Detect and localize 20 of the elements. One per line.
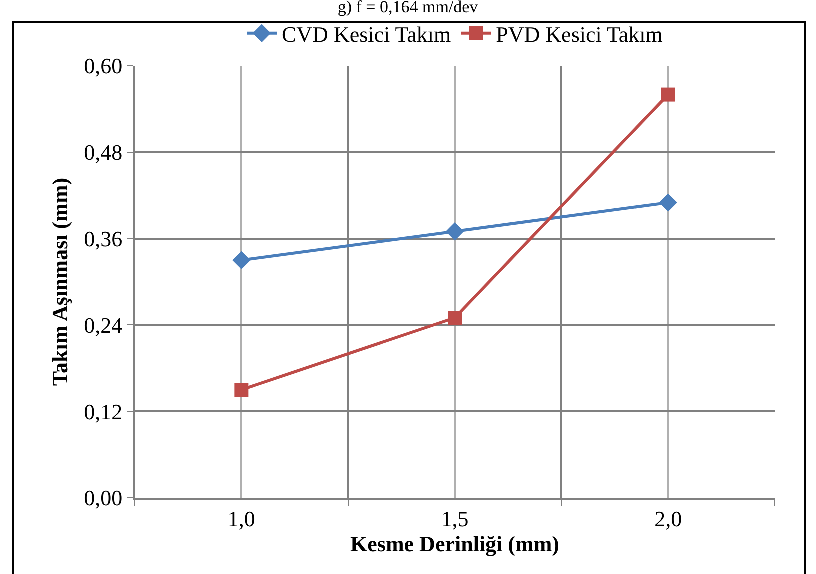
point xyxy=(232,251,251,270)
y-tick-label: 0,60 xyxy=(84,54,123,79)
point xyxy=(661,88,676,102)
x-tick-label: 1,5 xyxy=(441,506,469,532)
point xyxy=(234,383,249,397)
legend-label: PVD Kesici Takım xyxy=(496,22,663,47)
y-tick-label: 0,36 xyxy=(84,226,123,252)
y-tick-label: 0,48 xyxy=(84,140,123,166)
point xyxy=(659,194,678,212)
x-axis-title: Kesme Derinliği (mm) xyxy=(350,531,560,556)
y-axis-title: Takım Aşınması (mm) xyxy=(47,178,72,386)
y-tick-label: 0,00 xyxy=(84,486,123,511)
y-tick-label: 0,24 xyxy=(84,312,123,338)
y-tick-label: 0,12 xyxy=(84,399,123,424)
point xyxy=(448,311,462,325)
x-tick-label: 1,0 xyxy=(228,506,256,532)
x-tick-label: 2,0 xyxy=(654,506,682,532)
legend-label: CVD Kesici Takım xyxy=(282,22,452,47)
point xyxy=(446,222,464,241)
chart-title: g) f = 0,164 mm/dev xyxy=(338,0,479,16)
